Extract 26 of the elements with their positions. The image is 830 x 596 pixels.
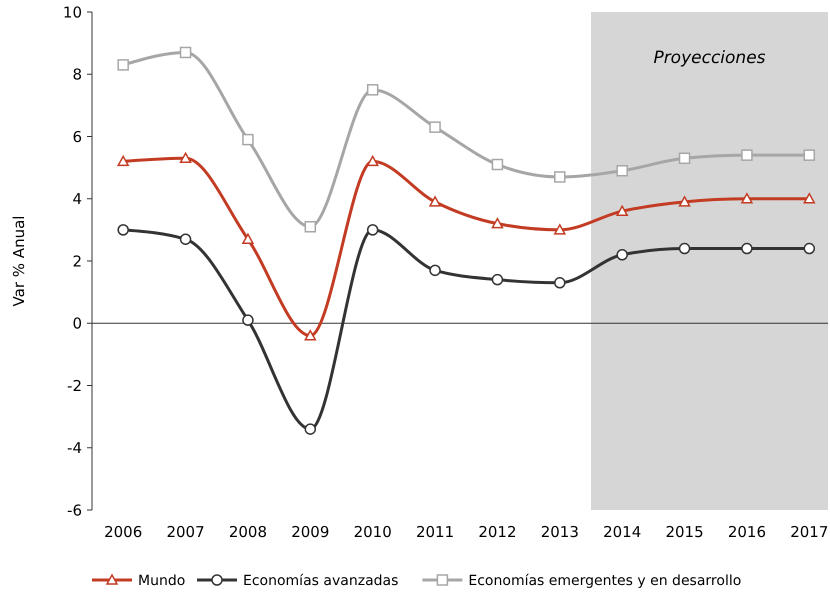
- x-tick-label: 2012: [478, 523, 517, 541]
- x-tick-label: 2017: [790, 523, 828, 541]
- x-tick-label: 2010: [354, 523, 392, 541]
- y-tick-label: 10: [62, 3, 82, 22]
- y-tick-label: 2: [72, 252, 82, 270]
- y-tick-label: 4: [72, 190, 82, 208]
- y-tick-label: 6: [72, 128, 82, 146]
- x-tick-label: 2011: [416, 523, 454, 541]
- y-tick-label: -4: [67, 439, 82, 457]
- y-tick-label: 8: [72, 66, 82, 84]
- legend-label: Economías avanzadas: [243, 572, 398, 589]
- x-tick-label: 2016: [728, 523, 766, 541]
- legend-label: Economías emergentes y en desarrollo: [468, 572, 742, 589]
- x-tick-label: 2008: [228, 523, 268, 541]
- x-tick-label: 2015: [665, 523, 704, 541]
- y-tick-label: 0: [72, 314, 82, 332]
- x-tick-label: 2014: [603, 523, 642, 541]
- x-tick-label: 2006: [104, 523, 142, 541]
- y-axis-title: Var % Anual: [10, 216, 28, 306]
- x-tick-label: 2013: [540, 523, 579, 541]
- x-tick-label: 2009: [291, 523, 330, 541]
- y-tick-label: -6: [67, 501, 82, 520]
- legend-label: Mundo: [138, 572, 186, 589]
- y-tick-label: -2: [67, 376, 82, 395]
- x-tick-label: 2007: [166, 523, 205, 541]
- band-label: Proyecciones: [653, 48, 766, 68]
